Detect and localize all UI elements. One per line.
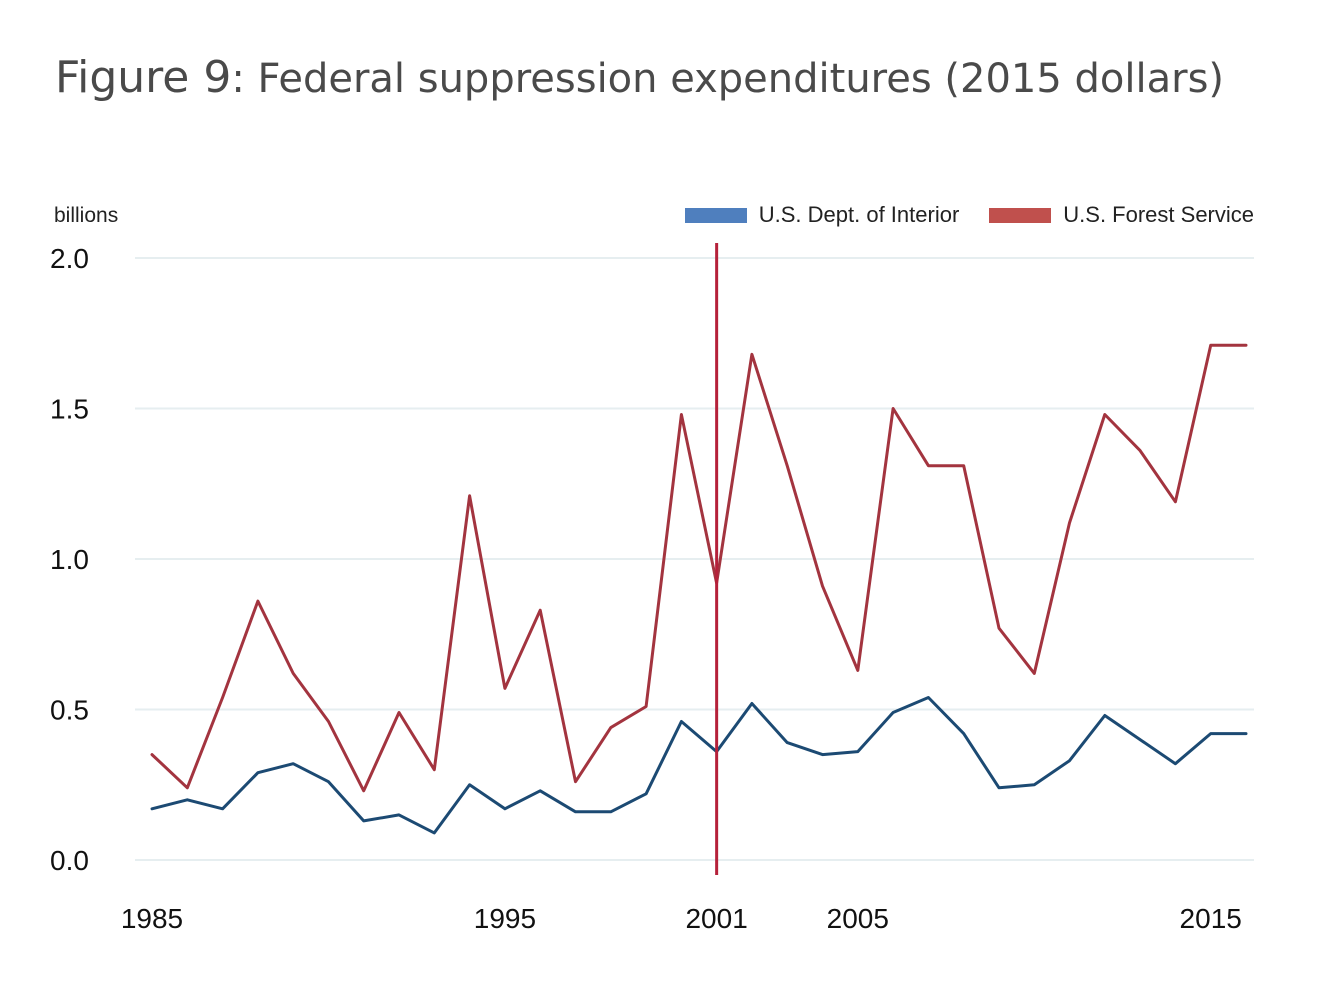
chart-title-rest: : Federal suppression expenditures (2015… (231, 56, 1225, 102)
y-tick-label: 0.0 (50, 845, 89, 876)
x-tick-label: 2015 (1180, 903, 1242, 934)
y-tick-label: 2.0 (50, 243, 89, 274)
x-tick-label: 2005 (827, 903, 889, 934)
legend: U.S. Dept. of Interior U.S. Forest Servi… (655, 202, 1254, 228)
x-tick-label: 1995 (474, 903, 536, 934)
chart-title-lead: Figure 9 (55, 52, 232, 103)
y-tick-label: 1.0 (50, 544, 89, 575)
legend-label-interior: U.S. Dept. of Interior (758, 202, 960, 227)
series-line-forest (150, 343, 1248, 793)
legend-swatch-forest (989, 207, 1052, 223)
legend-item-forest: U.S. Forest Service (989, 202, 1254, 228)
series-line-interior (150, 696, 1248, 835)
y-axis-unit-label: billions (54, 204, 119, 227)
y-tick-label: 1.5 (50, 394, 89, 425)
x-axis-ticks: 1985 1995 2001 2005 2015 (121, 903, 1242, 934)
legend-swatch-interior (684, 207, 747, 223)
legend-item-interior: U.S. Dept. of Interior (684, 202, 960, 228)
y-tick-label: 0.5 (50, 695, 89, 726)
chart-title: Figure 9: Federal suppression expenditur… (55, 52, 1224, 103)
legend-label-forest: U.S. Forest Service (1063, 202, 1254, 227)
y-axis-ticks: 0.0 0.5 1.0 1.5 2.0 (50, 243, 89, 876)
x-tick-label: 2001 (685, 903, 747, 934)
series-lines (150, 343, 1248, 835)
x-tick-label: 1985 (121, 903, 183, 934)
